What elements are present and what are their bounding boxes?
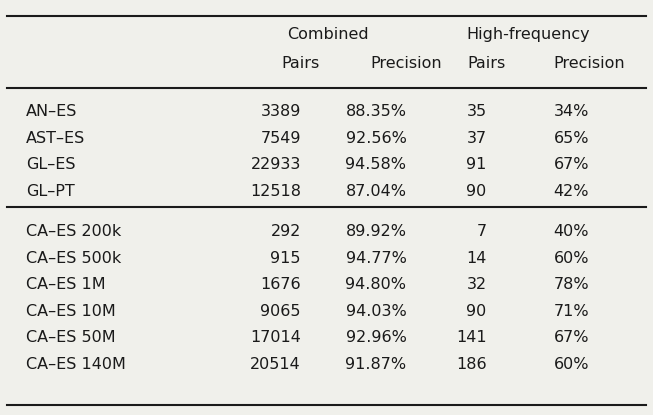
Text: AN–ES: AN–ES <box>25 105 77 120</box>
Text: 91: 91 <box>466 157 486 172</box>
Text: 94.77%: 94.77% <box>345 251 406 266</box>
Text: Pairs: Pairs <box>468 56 505 71</box>
Text: 3389: 3389 <box>261 105 301 120</box>
Text: 94.80%: 94.80% <box>345 277 406 292</box>
Text: 35: 35 <box>466 105 486 120</box>
Text: 14: 14 <box>466 251 486 266</box>
Text: 91.87%: 91.87% <box>345 356 406 371</box>
Text: 32: 32 <box>466 277 486 292</box>
Text: 9065: 9065 <box>261 304 301 319</box>
Text: 92.56%: 92.56% <box>345 131 406 146</box>
Text: GL–PT: GL–PT <box>25 184 74 199</box>
Text: 17014: 17014 <box>250 330 301 345</box>
Text: CA–ES 500k: CA–ES 500k <box>25 251 121 266</box>
Text: 94.58%: 94.58% <box>345 157 406 172</box>
Text: 40%: 40% <box>553 225 589 239</box>
Text: 87.04%: 87.04% <box>345 184 406 199</box>
Text: CA–ES 200k: CA–ES 200k <box>25 225 121 239</box>
Text: 186: 186 <box>456 356 486 371</box>
Text: 34%: 34% <box>554 105 589 120</box>
Text: 1676: 1676 <box>261 277 301 292</box>
Text: High-frequency: High-frequency <box>466 27 590 42</box>
Text: CA–ES 10M: CA–ES 10M <box>25 304 116 319</box>
Text: 94.03%: 94.03% <box>345 304 406 319</box>
Text: Precision: Precision <box>371 56 442 71</box>
Text: 90: 90 <box>466 304 486 319</box>
Text: GL–ES: GL–ES <box>25 157 75 172</box>
Text: CA–ES 1M: CA–ES 1M <box>25 277 105 292</box>
Text: 42%: 42% <box>553 184 589 199</box>
Text: AST–ES: AST–ES <box>25 131 85 146</box>
Text: 915: 915 <box>270 251 301 266</box>
Text: CA–ES 50M: CA–ES 50M <box>25 330 116 345</box>
Text: 92.96%: 92.96% <box>345 330 406 345</box>
Text: 88.35%: 88.35% <box>345 105 406 120</box>
Text: 67%: 67% <box>553 330 589 345</box>
Text: 20514: 20514 <box>250 356 301 371</box>
Text: 37: 37 <box>466 131 486 146</box>
Text: 89.92%: 89.92% <box>345 225 406 239</box>
Text: Pairs: Pairs <box>282 56 320 71</box>
Text: 90: 90 <box>466 184 486 199</box>
Text: 60%: 60% <box>553 251 589 266</box>
Text: 7549: 7549 <box>261 131 301 146</box>
Text: 67%: 67% <box>553 157 589 172</box>
Text: 71%: 71% <box>553 304 589 319</box>
Text: 7: 7 <box>476 225 486 239</box>
Text: 22933: 22933 <box>251 157 301 172</box>
Text: Combined: Combined <box>287 27 369 42</box>
Text: 78%: 78% <box>553 277 589 292</box>
Text: 292: 292 <box>270 225 301 239</box>
Text: Precision: Precision <box>553 56 625 71</box>
Text: 12518: 12518 <box>250 184 301 199</box>
Text: CA–ES 140M: CA–ES 140M <box>25 356 125 371</box>
Text: 60%: 60% <box>553 356 589 371</box>
Text: 141: 141 <box>456 330 486 345</box>
Text: 65%: 65% <box>553 131 589 146</box>
